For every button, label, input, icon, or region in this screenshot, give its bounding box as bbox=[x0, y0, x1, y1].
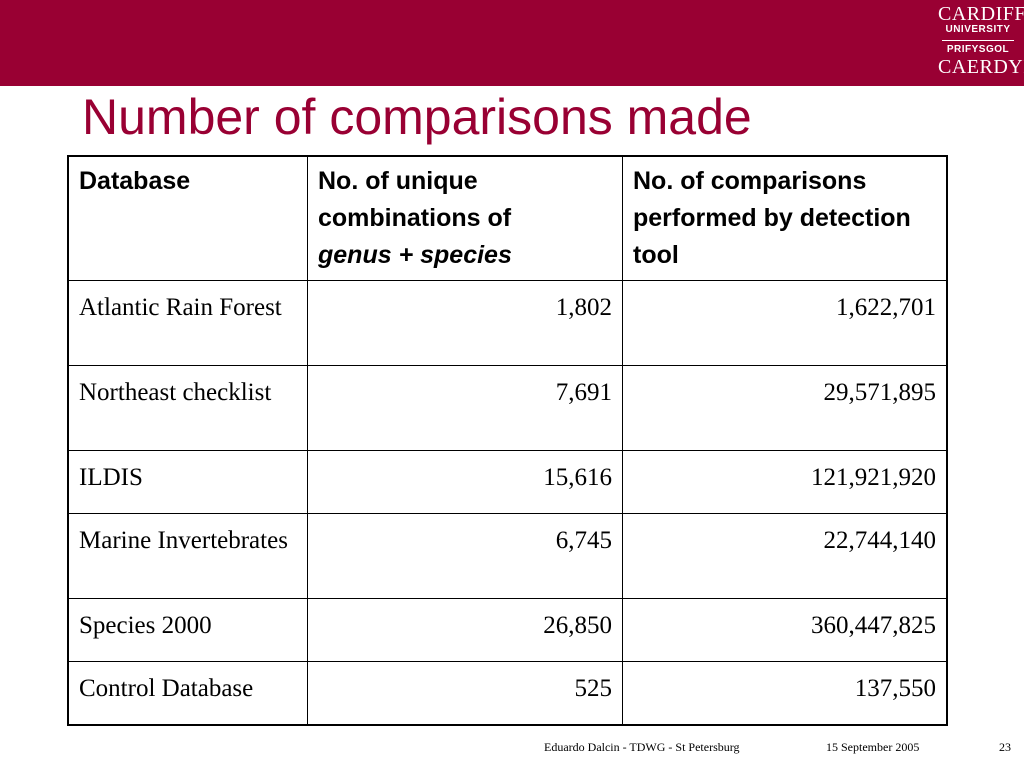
cell-database: ILDIS bbox=[67, 450, 308, 514]
cell-unique: 7,691 bbox=[307, 365, 623, 451]
table-row: Atlantic Rain Forest 1,802 1,622,701 bbox=[67, 280, 948, 366]
cell-database: Marine Invertebrates bbox=[67, 513, 308, 599]
cell-unique: 525 bbox=[307, 661, 623, 726]
cardiff-university-logo: CARDIFF UNIVERSITY PRIFYSGOL CAERDYD bbox=[938, 3, 1024, 78]
table-row: ILDIS 15,616 121,921,920 bbox=[67, 450, 948, 514]
cell-comparisons: 1,622,701 bbox=[622, 280, 948, 366]
cell-database: Species 2000 bbox=[67, 598, 308, 662]
cell-comparisons: 137,550 bbox=[622, 661, 948, 726]
cell-comparisons: 29,571,895 bbox=[622, 365, 948, 451]
logo-line-caerdydd: CAERDYD bbox=[938, 56, 1024, 78]
table-row: Control Database 525 137,550 bbox=[67, 661, 948, 726]
cell-unique: 1,802 bbox=[307, 280, 623, 366]
table-row: Northeast checklist 7,691 29,571,895 bbox=[67, 365, 948, 451]
cell-unique: 26,850 bbox=[307, 598, 623, 662]
logo-line-cardiff: CARDIFF bbox=[938, 3, 1024, 25]
logo-divider bbox=[942, 40, 1014, 41]
header-unique-combinations-text: No. of unique combinations of bbox=[318, 167, 512, 232]
cell-database: Northeast checklist bbox=[67, 365, 308, 451]
table-row: Marine Invertebrates 6,745 22,744,140 bbox=[67, 513, 948, 599]
comparisons-table: Database No. of unique combinations of g… bbox=[67, 155, 948, 726]
cell-unique: 6,745 bbox=[307, 513, 623, 599]
footer-author: Eduardo Dalcin - TDWG - St Petersburg bbox=[544, 740, 740, 754]
header-database: Database bbox=[67, 155, 308, 281]
header-unique-combinations: No. of unique combinations of genus + sp… bbox=[307, 155, 623, 281]
logo-line-prifysgol: PRIFYSGOL bbox=[946, 44, 1010, 55]
cell-comparisons: 121,921,920 bbox=[622, 450, 948, 514]
table-header-row: Database No. of unique combinations of g… bbox=[67, 155, 948, 281]
footer-date: 15 September 2005 bbox=[826, 740, 920, 754]
table-row: Species 2000 26,850 360,447,825 bbox=[67, 598, 948, 662]
cell-comparisons: 360,447,825 bbox=[622, 598, 948, 662]
cell-database: Atlantic Rain Forest bbox=[67, 280, 308, 366]
cell-comparisons: 22,744,140 bbox=[622, 513, 948, 599]
cell-unique: 15,616 bbox=[307, 450, 623, 514]
logo-line-university: UNIVERSITY bbox=[945, 24, 1011, 35]
header-banner: CARDIFF UNIVERSITY PRIFYSGOL CAERDYD bbox=[0, 0, 1024, 86]
header-comparisons: No. of comparisons performed by detectio… bbox=[622, 155, 948, 281]
slide-title: Number of comparisons made bbox=[82, 89, 752, 145]
footer-page-number: 23 bbox=[999, 740, 1011, 754]
header-genus-species: genus + species bbox=[318, 241, 512, 269]
cell-database: Control Database bbox=[67, 661, 308, 726]
